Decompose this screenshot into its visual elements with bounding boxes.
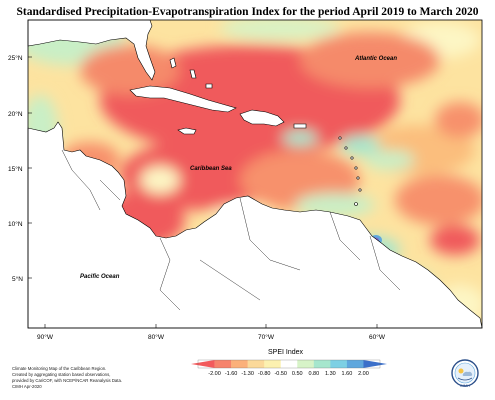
lon-label: 90°W: [37, 333, 54, 341]
lat-label: 5°N: [12, 275, 23, 283]
credit-line: CIMH Apr-2020: [12, 384, 42, 389]
jamaica: [177, 127, 197, 135]
lon-label: 60°W: [369, 333, 386, 341]
lat-labels: 25°N 20°N 15°N 10°N 5°N: [8, 54, 23, 283]
florida: [27, 19, 156, 81]
legend-swatch: [264, 360, 282, 368]
legend-swatch: [231, 360, 248, 368]
legend-tick-label: 2.00: [358, 371, 369, 377]
lat-label: 10°N: [8, 220, 23, 228]
lon-labels: 90°W 80°W 70°W 60°W: [37, 333, 386, 341]
legend-tick-label: 0.50: [292, 371, 303, 377]
legend-tick-label: -1.30: [241, 371, 254, 377]
legend-swatch: [330, 360, 348, 368]
logo-label: CIMH: [459, 383, 471, 388]
legend-swatch: [363, 360, 387, 368]
credit-line: provided by CariCOF, with NCEP/NCAR Rean…: [12, 378, 123, 383]
bahamas-2: [189, 69, 197, 79]
legend-tick-label: 1.30: [325, 371, 336, 377]
legend-outline: [197, 359, 381, 369]
legend-swatch: [313, 360, 331, 368]
lon-ticks: [44, 324, 378, 328]
legend-swatch: [297, 360, 315, 368]
lat-label: 20°N: [8, 110, 23, 118]
credits: Climate Monitoring Map of the Caribbean …: [12, 366, 162, 390]
map-frame: [27, 19, 483, 329]
lon-label: 70°W: [258, 333, 275, 341]
label-caribbean-sea: Caribbean Sea: [190, 166, 232, 172]
land-masses: [27, 19, 483, 329]
legend-swatch: [191, 360, 215, 368]
legend-colorbar: [191, 359, 387, 369]
country-borders: [61, 149, 401, 311]
credit-line: Climate Monitoring Map of the Caribbean …: [12, 366, 107, 371]
label-atlantic-ocean: Atlantic Ocean: [354, 56, 397, 62]
legend-ticks: -2.00 -1.60 -1.30 -0.80 -0.50 0.50 0.80 1.30 1.6…: [208, 371, 369, 377]
lon-label: 80°W: [148, 333, 165, 341]
mainland: [27, 121, 483, 329]
legend-tick-label: -1.60: [225, 371, 238, 377]
bahamas-1: [169, 57, 177, 69]
legend-swatch: [214, 360, 232, 368]
bahamas-3: [205, 83, 213, 89]
logo-text: CIMH: [450, 383, 480, 388]
hispaniola: [239, 109, 285, 127]
legend-swatch: [247, 360, 265, 368]
cuba: [129, 85, 237, 113]
label-pacific-ocean: Pacific Ocean: [80, 274, 120, 280]
credit-line: Created by aggregating station based obs…: [12, 372, 111, 377]
lat-label: 15°N: [8, 165, 23, 173]
legend-swatch: [280, 360, 298, 368]
lat-label: 25°N: [8, 54, 23, 62]
legend-tick-label: 0.80: [308, 371, 319, 377]
cimh-logo: [451, 359, 479, 387]
legend-tick-label: -0.80: [258, 371, 271, 377]
puerto-rico: [293, 123, 307, 129]
legend-tick-label: -0.50: [274, 371, 287, 377]
legend-swatch: [346, 360, 364, 368]
lat-ticks: [28, 56, 32, 279]
legend-tick-label: -2.00: [208, 371, 221, 377]
legend-title: SPEI Index: [268, 349, 304, 356]
legend-tick-label: 1.60: [342, 371, 353, 377]
map-title: Standardised Precipitation-Evapotranspir…: [16, 6, 479, 18]
